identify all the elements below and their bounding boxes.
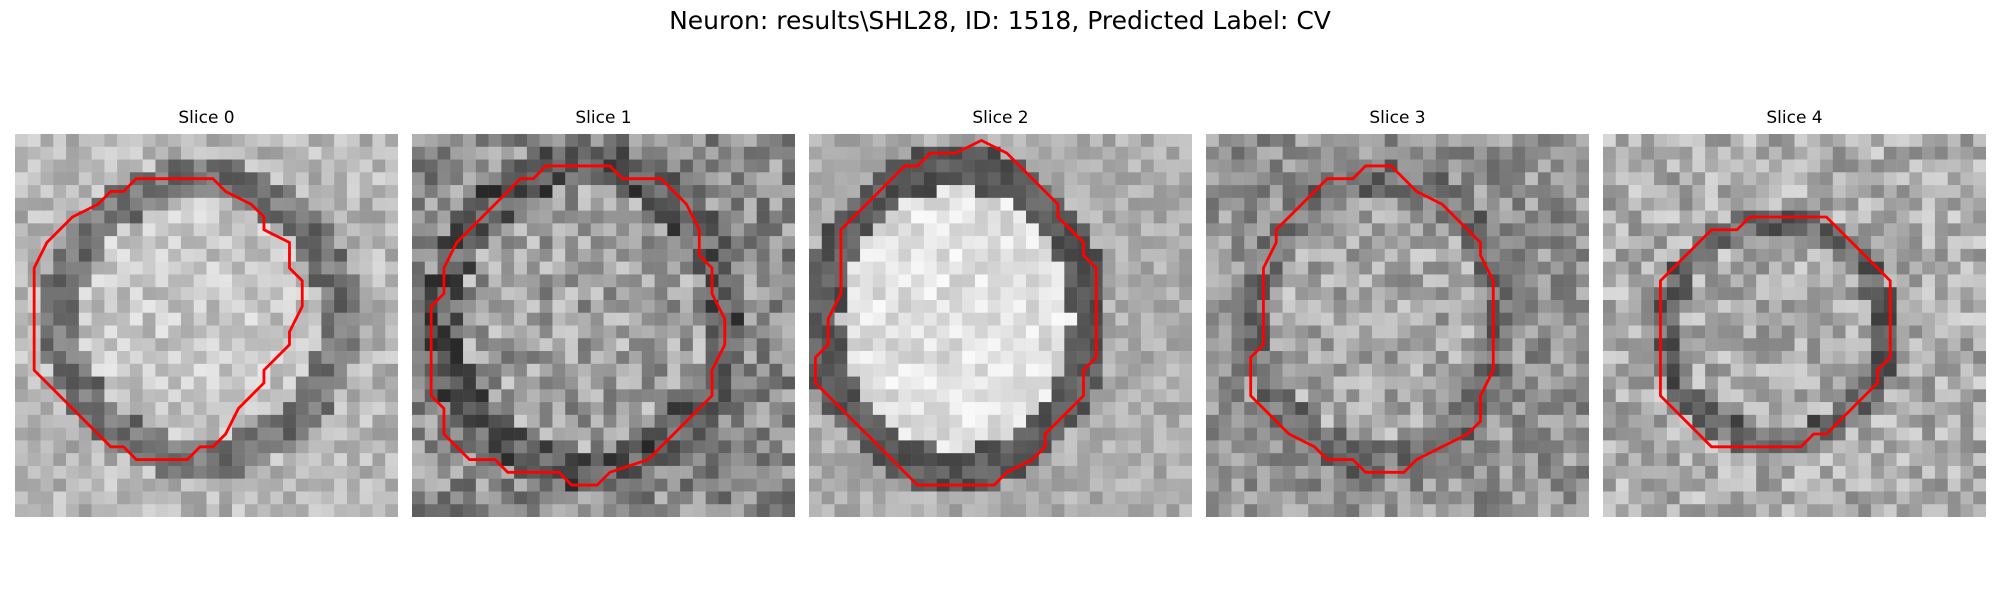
slice-pixel-grid <box>809 134 1192 517</box>
slice-title-4: Slice 4 <box>1766 108 1823 128</box>
slice-panel-2: Slice 2 <box>809 108 1192 518</box>
slice-pixel-grid <box>412 134 795 517</box>
roi-contour <box>813 138 1098 487</box>
slice-title-0: Slice 0 <box>178 108 235 128</box>
roi-contour <box>1659 215 1892 449</box>
slice-pixel-grid <box>15 134 398 517</box>
slice-panel-3: Slice 3 <box>1206 108 1589 518</box>
slice-image-0 <box>15 134 398 517</box>
slice-image-2 <box>809 134 1192 517</box>
slice-image-1 <box>412 134 795 517</box>
figure-title: Neuron: results\SHL28, ID: 1518, Predict… <box>669 6 1331 35</box>
slice-title-3: Slice 3 <box>1369 108 1426 128</box>
slice-image-3 <box>1206 134 1589 517</box>
slice-title-2: Slice 2 <box>972 108 1029 128</box>
slice-panel-4: Slice 4 <box>1603 108 1986 518</box>
roi-contour <box>32 177 304 461</box>
slice-pixel-grid <box>1603 134 1986 517</box>
slice-image-4 <box>1603 134 1986 517</box>
roi-contour <box>429 164 727 487</box>
slice-panel-1: Slice 1 <box>412 108 795 518</box>
roi-contour <box>1249 164 1495 474</box>
slice-title-1: Slice 1 <box>575 108 632 128</box>
slice-panel-0: Slice 0 <box>15 108 398 518</box>
